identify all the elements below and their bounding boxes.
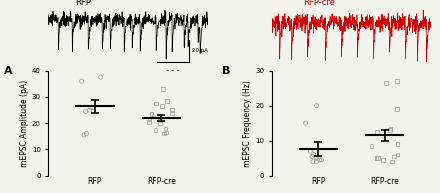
Point [150, 115, 157, 118]
Point [163, 99, 170, 102]
Point [313, 160, 320, 163]
Point [387, 127, 394, 130]
Point [83, 132, 90, 135]
Point [393, 80, 400, 83]
Text: 20 pA: 20 pA [192, 48, 208, 53]
Point [160, 132, 167, 135]
Point [309, 160, 316, 163]
Point [87, 106, 94, 109]
Y-axis label: mEPSC Frequency (Hz): mEPSC Frequency (Hz) [243, 80, 252, 167]
Point [86, 108, 93, 112]
Text: 0.5 S: 0.5 S [166, 70, 180, 75]
Point [318, 158, 325, 161]
Point [169, 111, 176, 114]
Point [312, 157, 319, 160]
Point [394, 153, 401, 156]
Text: RFP-cre: RFP-cre [304, 0, 336, 7]
Point [157, 122, 164, 125]
Point [307, 150, 314, 153]
Point [394, 108, 401, 111]
Point [159, 87, 166, 91]
Point [169, 108, 176, 112]
Point [374, 157, 381, 160]
Point [373, 157, 380, 160]
Text: A: A [4, 66, 12, 76]
Point [152, 102, 159, 105]
Point [158, 105, 165, 108]
Point [374, 130, 381, 133]
Text: B: B [222, 66, 231, 76]
Point [386, 129, 393, 132]
Point [146, 118, 153, 121]
Point [162, 131, 169, 134]
Point [97, 76, 104, 79]
Point [389, 160, 396, 163]
Point [313, 104, 320, 107]
Point [162, 127, 169, 130]
Point [302, 122, 309, 125]
Point [382, 81, 389, 85]
Point [156, 119, 163, 122]
Point [82, 110, 89, 113]
Point [145, 120, 152, 123]
Text: RFP: RFP [76, 0, 92, 7]
Y-axis label: mEPSC Amplitude (pA): mEPSC Amplitude (pA) [20, 80, 29, 167]
Point [152, 128, 159, 131]
Point [148, 113, 155, 116]
Point [81, 133, 88, 136]
Point [89, 106, 96, 109]
Point [391, 155, 398, 158]
Point [316, 158, 323, 161]
Point [308, 155, 315, 158]
Point [310, 153, 317, 156]
Point [394, 143, 401, 146]
Point [368, 144, 375, 147]
Point [379, 158, 386, 161]
Point [78, 80, 85, 83]
